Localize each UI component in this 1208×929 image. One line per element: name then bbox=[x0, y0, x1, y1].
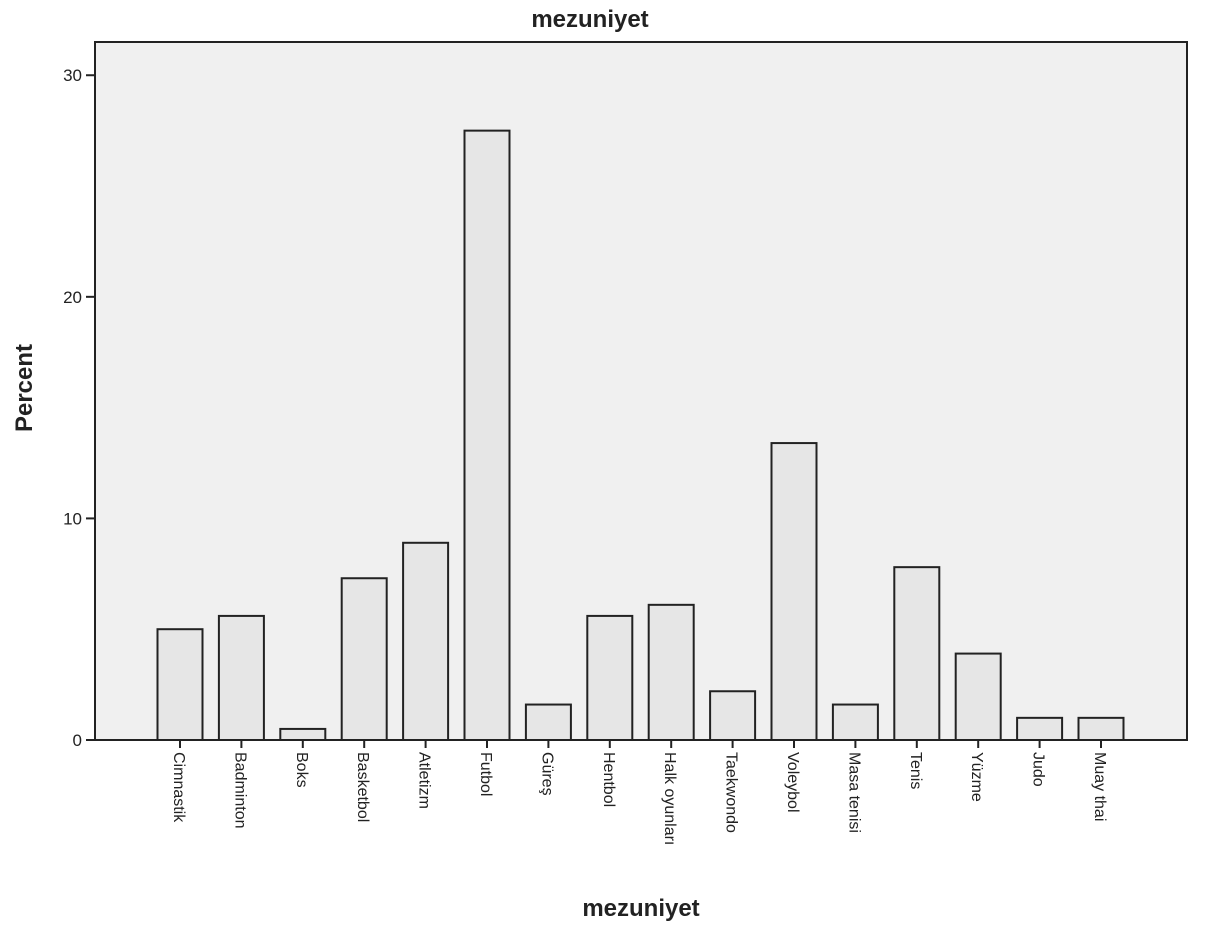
bar bbox=[402, 541, 450, 741]
y-axis-title: Percent bbox=[11, 344, 38, 432]
y-tick-label: 10 bbox=[63, 509, 82, 528]
bar bbox=[463, 129, 511, 741]
plot-area bbox=[94, 41, 1188, 741]
x-tick-label: Tenis bbox=[907, 752, 924, 789]
bar bbox=[156, 628, 204, 742]
x-axis-title: mezuniyet bbox=[582, 895, 699, 922]
bar bbox=[586, 614, 634, 742]
x-tick-label: Muay thai bbox=[1091, 752, 1108, 821]
x-tick-label: Boks bbox=[293, 752, 310, 788]
bar bbox=[1016, 716, 1064, 741]
bar bbox=[954, 652, 1002, 741]
x-tick-label: Güreş bbox=[538, 752, 555, 796]
bar bbox=[1077, 716, 1125, 741]
bar bbox=[647, 603, 695, 741]
bar bbox=[709, 690, 757, 741]
chart-title: mezuniyet bbox=[531, 6, 648, 33]
y-axis: 0 10 20 30 bbox=[63, 66, 95, 750]
x-tick-label: Hentbol bbox=[600, 752, 617, 807]
x-tick-label: Badminton bbox=[231, 752, 248, 829]
bar bbox=[893, 566, 941, 742]
bar bbox=[770, 442, 818, 741]
x-tick-label: Yüzme bbox=[968, 752, 985, 802]
bar bbox=[340, 577, 388, 741]
y-tick-label: 20 bbox=[63, 288, 82, 307]
x-tick-label: Taekwondo bbox=[723, 752, 740, 833]
x-tick-label: Masa tenisi bbox=[845, 752, 862, 833]
y-tick-label: 30 bbox=[63, 66, 82, 85]
bar bbox=[831, 703, 879, 741]
y-tick-label: 0 bbox=[73, 731, 82, 750]
x-tick-label: Futbol bbox=[477, 752, 494, 796]
x-tick-label: Cimnastik bbox=[170, 752, 187, 823]
x-tick-label: Atletizm bbox=[416, 752, 433, 809]
x-axis: Cimnastik Badminton Boks Basketbol Atletizm F… bbox=[170, 740, 1108, 845]
x-tick-label: Halk oyunları bbox=[661, 752, 678, 845]
x-tick-label: Judo bbox=[1030, 752, 1047, 787]
x-tick-label: Basketbol bbox=[354, 752, 371, 822]
bar bbox=[217, 614, 265, 742]
bar bbox=[279, 727, 327, 742]
x-tick-label: Voleybol bbox=[784, 752, 801, 813]
bar bbox=[524, 703, 572, 741]
